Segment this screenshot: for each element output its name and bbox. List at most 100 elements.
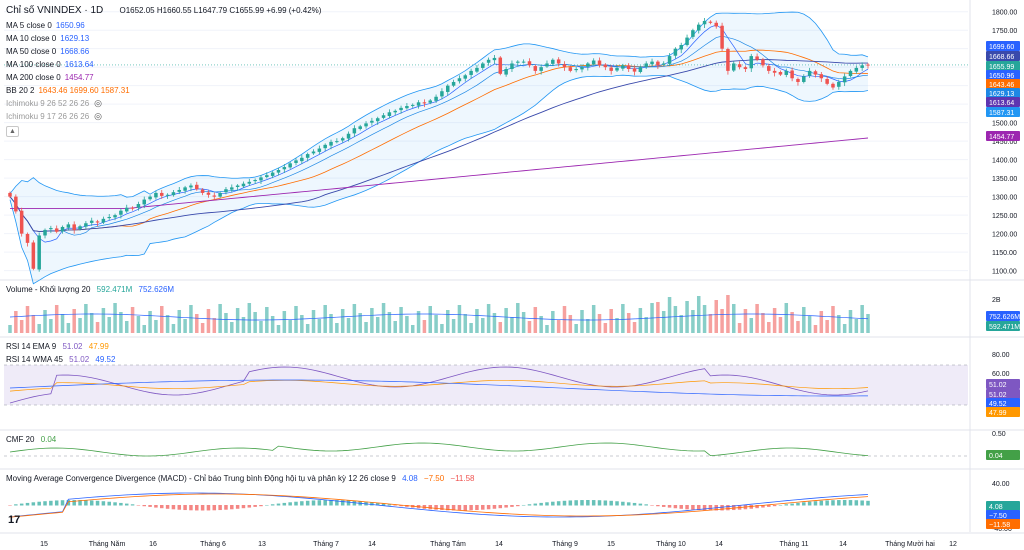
volume-bar bbox=[393, 321, 397, 333]
candle-body bbox=[556, 59, 561, 64]
candle-body bbox=[702, 20, 707, 25]
candle-body bbox=[842, 76, 847, 83]
legend-row[interactable]: MA 200 close 0 1454.77 bbox=[6, 71, 130, 84]
volume-bar bbox=[848, 310, 853, 333]
eye-hidden-icon[interactable]: ◎ bbox=[94, 111, 103, 121]
legend-row[interactable]: MA 10 close 0 1629.13 bbox=[6, 32, 130, 45]
macd-histogram-bar bbox=[516, 505, 520, 507]
candle-body bbox=[160, 192, 164, 196]
macd-histogram-bar bbox=[545, 502, 549, 506]
candle-body bbox=[767, 66, 771, 71]
candle-body bbox=[755, 56, 759, 60]
legend-row-label: Ichimoku 9 26 52 26 26 bbox=[6, 99, 90, 108]
price-badge bbox=[986, 88, 1020, 98]
price-badge bbox=[986, 519, 1020, 529]
legend-row[interactable]: BB 20 2 1643.46 1699.60 1587.31 bbox=[6, 84, 130, 97]
candle-body bbox=[533, 66, 538, 71]
macd-histogram-bar bbox=[206, 505, 211, 511]
candle-body bbox=[667, 56, 672, 64]
macd-histogram-bar bbox=[586, 500, 590, 506]
candle-body bbox=[154, 192, 158, 198]
price-tick-label: 1250.00 bbox=[992, 213, 1017, 220]
macd-histogram-bar bbox=[387, 504, 392, 506]
candle-body bbox=[165, 194, 170, 196]
candle-body bbox=[749, 56, 754, 69]
candle-body bbox=[650, 61, 654, 65]
macd-histogram-bar bbox=[60, 500, 65, 506]
macd-histogram-bar bbox=[294, 501, 298, 506]
candle-body bbox=[778, 71, 783, 75]
candle-body bbox=[346, 133, 351, 139]
volume-ma-line bbox=[9, 313, 869, 321]
macd-histogram-bar bbox=[230, 505, 234, 510]
legend-row[interactable]: Ichimoku 9 26 52 26 26 ◎ bbox=[6, 97, 130, 110]
volume-bar bbox=[282, 311, 287, 333]
candle-body bbox=[60, 226, 65, 232]
candle-body bbox=[14, 196, 18, 212]
volume-bar bbox=[720, 309, 724, 333]
bollinger-fill bbox=[10, 12, 868, 284]
volume-bar bbox=[218, 304, 222, 333]
candle-body bbox=[335, 141, 339, 143]
price-badge-label: 1587.31 bbox=[989, 110, 1014, 117]
volume-bar bbox=[370, 308, 374, 333]
macd-histogram-bar bbox=[732, 505, 736, 511]
volume-bar bbox=[539, 316, 543, 333]
legend-row[interactable]: MA 50 close 0 1668.66 bbox=[6, 45, 130, 58]
macd-histogram-bar bbox=[772, 505, 777, 507]
candle-body bbox=[416, 102, 421, 106]
macd-histogram-bar bbox=[335, 500, 339, 506]
candle-body bbox=[195, 184, 199, 190]
volume-bar bbox=[615, 318, 619, 333]
macd-tick-label: 40.00 bbox=[992, 481, 1010, 488]
volume-bar bbox=[807, 316, 812, 333]
price-badge-label: 4.08 bbox=[989, 504, 1003, 511]
volume-bar bbox=[790, 312, 794, 333]
macd-histogram-bar bbox=[539, 502, 543, 506]
collapse-legend-button[interactable]: ▲ bbox=[6, 126, 19, 137]
candle-body bbox=[440, 91, 444, 97]
price-badge-label: 1613.64 bbox=[989, 100, 1014, 107]
volume-bar bbox=[463, 314, 468, 333]
time-tick-label: 12 bbox=[949, 541, 957, 548]
macd-histogram-bar bbox=[638, 503, 643, 506]
legend-row[interactable]: MA 5 close 0 1650.96 bbox=[6, 19, 130, 32]
macd-histogram-bar bbox=[72, 500, 76, 506]
price-badge bbox=[986, 61, 1020, 71]
tradingview-logo-icon[interactable]: 17 bbox=[8, 514, 21, 526]
eye-hidden-icon[interactable]: ◎ bbox=[94, 98, 103, 108]
volume-bar bbox=[148, 311, 152, 333]
macd-histogram-bar bbox=[481, 505, 485, 510]
volume-bar bbox=[702, 305, 707, 333]
candle-body bbox=[737, 64, 742, 68]
candles[interactable] bbox=[8, 17, 870, 272]
macd-histogram-bar bbox=[656, 505, 660, 507]
volume-bar bbox=[626, 313, 631, 333]
legend-row[interactable]: MA 100 close 0 1613.64 bbox=[6, 58, 130, 71]
volume-bar bbox=[206, 309, 211, 333]
macd-histogram-bar bbox=[370, 502, 374, 506]
volume-bar bbox=[767, 322, 771, 333]
candle-body bbox=[142, 199, 146, 205]
macd-histogram-bar bbox=[679, 505, 683, 509]
macd-histogram-bar bbox=[428, 505, 432, 510]
macd-histogram-bar bbox=[574, 500, 578, 506]
volume-bar bbox=[43, 310, 47, 333]
candle-body bbox=[825, 79, 829, 84]
volume-bar bbox=[323, 305, 327, 333]
candle-body bbox=[311, 151, 316, 154]
ma200-line bbox=[10, 137, 869, 209]
symbol-title[interactable]: Chỉ số VNINDEX · 1D bbox=[6, 5, 104, 16]
volume-bar bbox=[189, 305, 193, 333]
macd-histogram-bar bbox=[31, 502, 36, 506]
candle-body bbox=[621, 65, 625, 69]
volume-bar bbox=[784, 303, 789, 333]
candle-body bbox=[819, 74, 824, 79]
candle-body bbox=[807, 70, 812, 76]
rsi-tick-label: 60.00 bbox=[992, 371, 1010, 378]
candle-body bbox=[656, 61, 660, 66]
legend-row[interactable]: Ichimoku 9 17 26 26 26 ◎ bbox=[6, 110, 130, 123]
candle-body bbox=[340, 138, 345, 141]
candle-body bbox=[586, 63, 590, 67]
